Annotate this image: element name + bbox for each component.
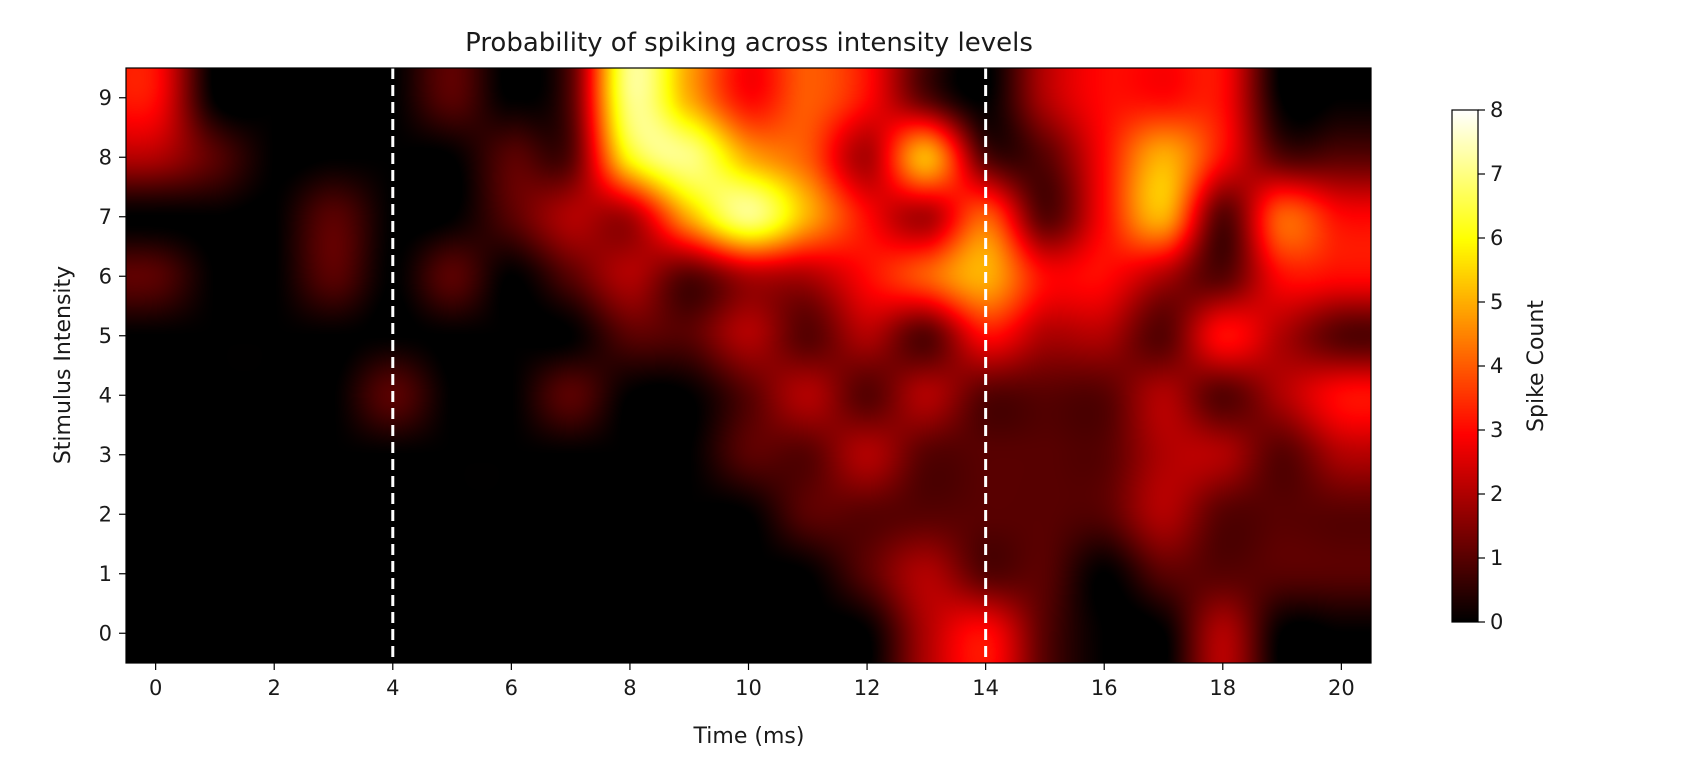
y-tick-label: 7: [99, 205, 112, 229]
y-tick-label: 5: [99, 324, 112, 348]
chart-title: Probability of spiking across intensity …: [465, 28, 1033, 58]
y-tick-label: 6: [99, 264, 112, 288]
x-tick-label: 0: [149, 676, 162, 700]
colorbar-tick-label: 1: [1490, 546, 1503, 570]
x-tick-label: 4: [386, 676, 399, 700]
y-tick-label: 8: [99, 145, 112, 169]
colorbar-tick-label: 6: [1490, 226, 1503, 250]
vertical-marker-lines: [391, 68, 988, 663]
y-tick-label: 0: [99, 621, 112, 645]
colorbar-tick-label: 4: [1490, 354, 1503, 378]
x-tick-label: 14: [972, 676, 999, 700]
y-tick-label: 3: [99, 443, 112, 467]
x-tick-label: 16: [1091, 676, 1118, 700]
y-tick-label: 4: [99, 383, 112, 407]
colorbar-label: Spike Count: [1524, 300, 1549, 432]
colorbar-tick-label: 3: [1490, 418, 1503, 442]
y-tick-label: 2: [99, 502, 112, 526]
x-tick-label: 2: [268, 676, 281, 700]
x-tick-label: 6: [505, 676, 518, 700]
colorbar-tick-label: 5: [1490, 290, 1503, 314]
colorbar-tick-label: 7: [1490, 162, 1503, 186]
colorbar-gradient: [1452, 110, 1478, 622]
x-axis-label: Time (ms): [693, 724, 805, 749]
x-tick-label: 8: [623, 676, 636, 700]
colorbar-tick-label: 2: [1490, 482, 1503, 506]
x-tick-label: 10: [735, 676, 762, 700]
x-tick-label: 12: [854, 676, 881, 700]
x-tick-label: 20: [1328, 676, 1355, 700]
y-tick-label: 1: [99, 562, 112, 586]
x-tick-label: 18: [1209, 676, 1236, 700]
heatmap-image: [126, 68, 1371, 663]
colorbar-tick-label: 0: [1490, 610, 1503, 634]
y-axis-label: Stimulus Intensity: [51, 266, 76, 464]
colorbar: 0 1 2 3 4 5 6 7 8: [1451, 98, 1503, 634]
colorbar-tick-label: 8: [1490, 98, 1503, 122]
y-tick-label: 9: [99, 86, 112, 110]
